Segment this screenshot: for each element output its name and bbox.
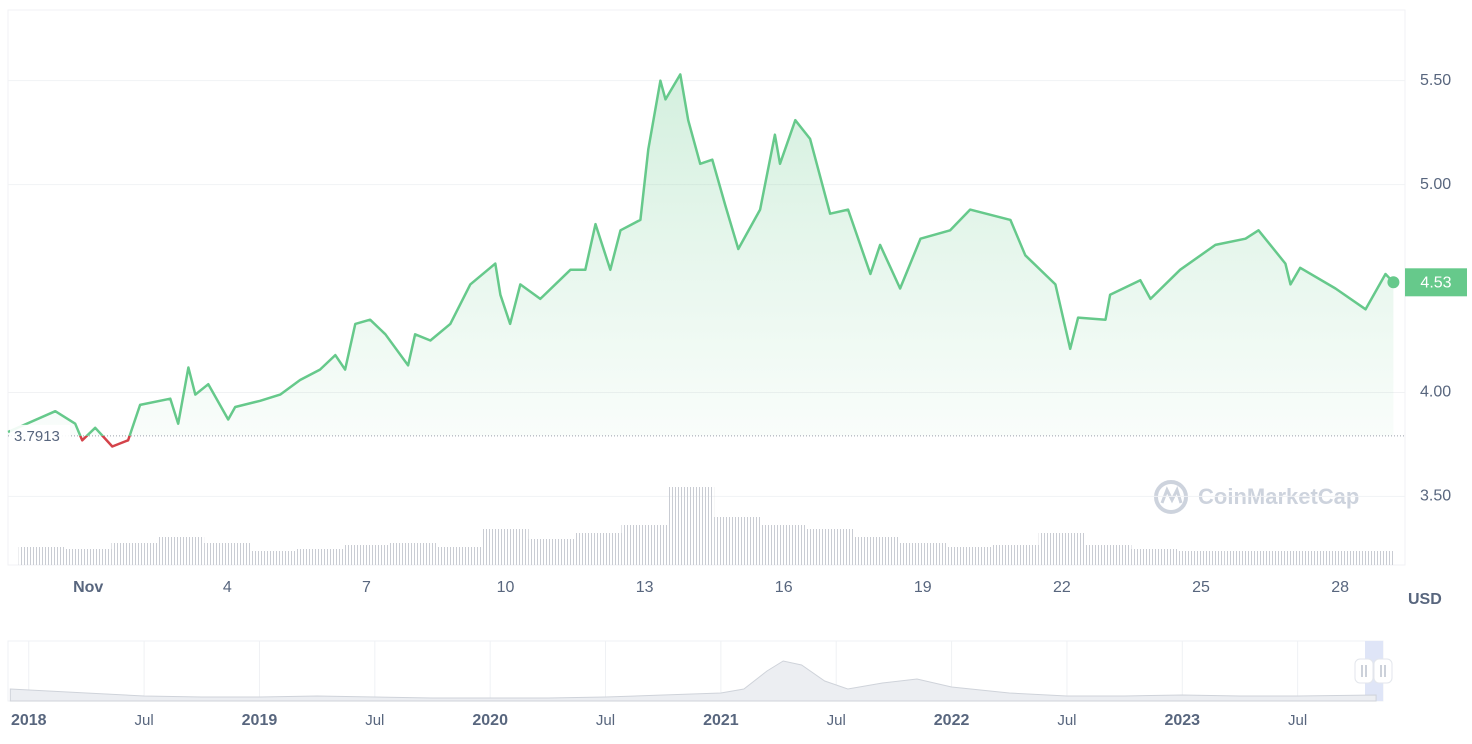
y-tick-label: 5.50 — [1420, 72, 1451, 89]
navigator-tick-label: Jul — [596, 712, 615, 729]
volume-bar — [1270, 551, 1317, 565]
volume-bar — [760, 525, 807, 565]
volume-bar — [1177, 551, 1225, 565]
navigator-tick-label: Jul — [1288, 712, 1307, 729]
navigator-tick-label: 2022 — [934, 712, 970, 729]
navigator-tick-label: Jul — [365, 712, 384, 729]
volume-bar — [528, 539, 576, 565]
volume-bar — [714, 517, 761, 565]
navigator-tick-label: Jul — [1057, 712, 1076, 729]
navigator-tick-label: Jul — [827, 712, 846, 729]
x-tick-label: 13 — [636, 579, 654, 596]
volume-bar — [1085, 545, 1132, 565]
baseline-label: 3.7913 — [14, 428, 60, 445]
volume-bar — [1224, 551, 1271, 565]
y-tick-label: 5.00 — [1420, 176, 1451, 193]
x-tick-label: 25 — [1192, 579, 1210, 596]
x-tick-label: 4 — [223, 579, 232, 596]
volume-bar — [204, 543, 251, 565]
y-tick-label: 3.50 — [1420, 488, 1451, 505]
navigator-frame — [7, 640, 1384, 702]
volume-bar — [157, 537, 205, 565]
volume-bar — [575, 533, 622, 565]
volume-bar — [18, 547, 66, 565]
volume-bar — [1038, 533, 1086, 565]
price-line-up — [7, 73, 1395, 436]
navigator-handle[interactable] — [1354, 658, 1393, 684]
volume-bar — [992, 545, 1039, 565]
navigator-tick-label: 2020 — [472, 712, 508, 729]
volume-bar — [1316, 551, 1364, 565]
volume-bar — [899, 543, 946, 565]
navigator-tick-label: 2021 — [703, 712, 739, 729]
x-tick-label: 7 — [362, 579, 371, 596]
volume-bar — [65, 549, 112, 565]
navigator-area — [9, 660, 1377, 702]
volume-bar — [853, 537, 900, 565]
volume-bar — [806, 529, 854, 565]
last-point — [1387, 276, 1400, 289]
y-unit: USD — [1408, 591, 1442, 608]
volume-bar — [250, 551, 297, 565]
x-tick-label: Nov — [73, 579, 103, 596]
last-price-label: 4.53 — [1420, 275, 1451, 292]
volume-bar — [111, 543, 158, 565]
volume-bar — [343, 545, 390, 565]
navigator-tick-label: Jul — [135, 712, 154, 729]
volume-bar — [1363, 551, 1395, 565]
x-tick-label: 22 — [1053, 579, 1071, 596]
watermark: CoinMarketCap — [1154, 480, 1359, 514]
y-tick-label: 4.00 — [1420, 384, 1451, 401]
volume-bar — [621, 525, 668, 565]
volume-bar — [435, 547, 483, 565]
navigator-tick-label: 2023 — [1164, 712, 1200, 729]
x-tick-label: 19 — [914, 579, 932, 596]
x-tick-label: 16 — [775, 579, 793, 596]
volume-bar — [389, 543, 436, 565]
navigator-tick-label: 2018 — [11, 712, 47, 729]
volume-bar — [667, 487, 715, 565]
navigator-tick-label: 2019 — [242, 712, 278, 729]
volume-bar — [1131, 549, 1178, 565]
x-tick-label: 28 — [1331, 579, 1349, 596]
volume-bar — [945, 547, 993, 565]
last-price-tag — [1405, 268, 1467, 297]
price-area — [8, 74, 1394, 436]
x-tick-label: 10 — [497, 579, 515, 596]
volume-bar — [482, 529, 529, 565]
baseline-label-bg — [10, 424, 70, 445]
volume-bar — [296, 549, 344, 565]
